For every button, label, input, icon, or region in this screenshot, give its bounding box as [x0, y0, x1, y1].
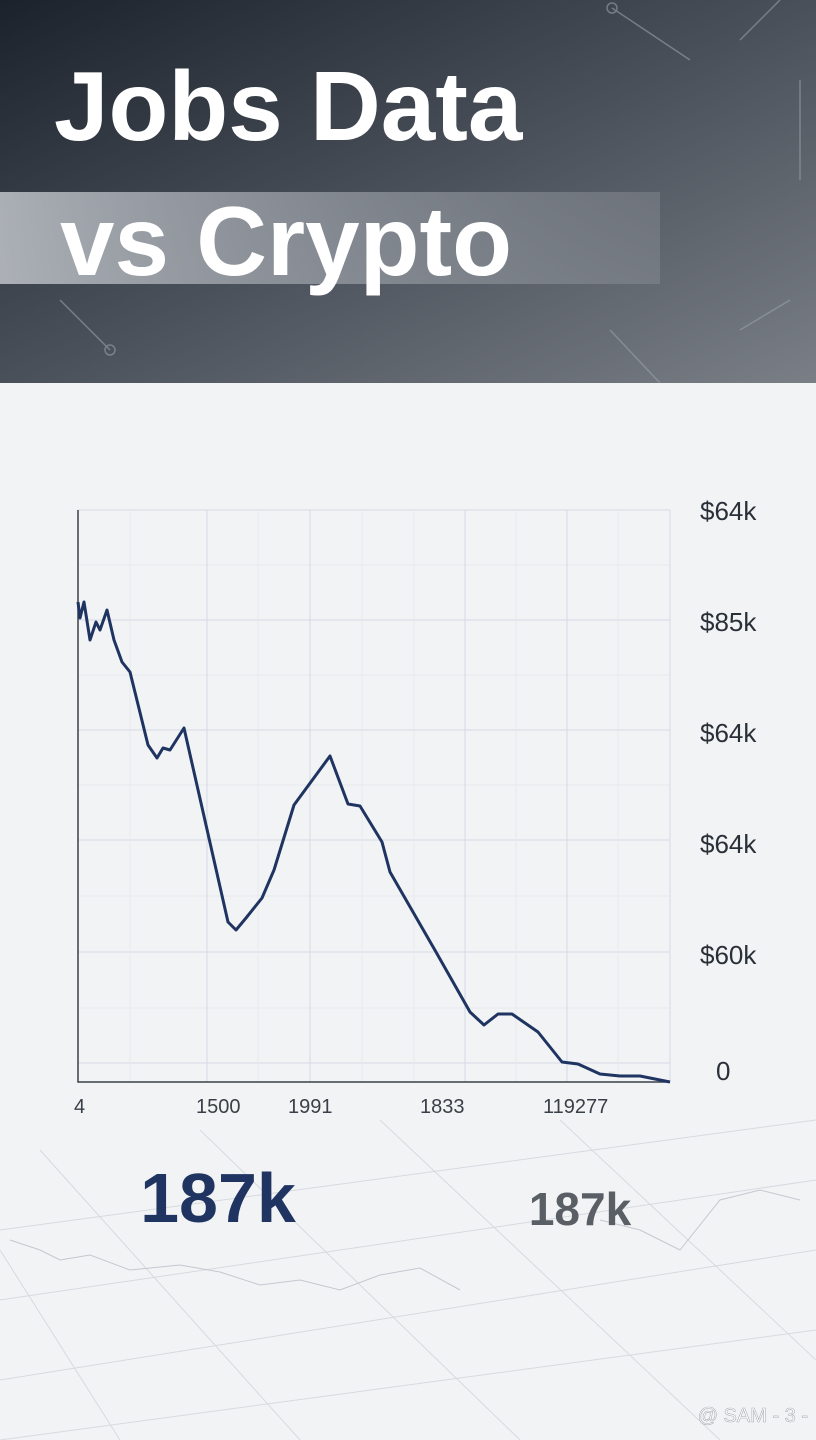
y-axis-label: $64k — [700, 496, 757, 526]
y-axis-label: $85k — [700, 607, 757, 637]
title-band — [0, 192, 660, 284]
x-axis-label: 1991 — [288, 1096, 333, 1118]
y-axis-label: $60k — [700, 940, 757, 970]
x-axis-label: 1833 — [420, 1096, 465, 1118]
stat-primary: 187k — [140, 1159, 296, 1237]
chart-axes — [77, 510, 670, 1083]
chart-line — [76, 600, 671, 1084]
x-axis-label: 1500 — [196, 1096, 241, 1118]
background-grid — [0, 1119, 816, 1440]
y-axis-label: 0 — [716, 1056, 730, 1086]
chart-grid — [78, 509, 671, 1082]
y-axis-label: $64k — [700, 829, 757, 859]
header-background — [0, 0, 816, 383]
x-axis-label: 4 — [74, 1096, 85, 1118]
header-decoration — [59, 0, 801, 384]
stat-secondary: 187k — [529, 1183, 632, 1235]
x-axis-label: 119277 — [543, 1096, 608, 1118]
title-line: vs Crypto — [60, 186, 512, 296]
title-line: Jobs Data — [54, 51, 524, 161]
y-axis-labels: $64k $85k $64k $64k $60k 0 — [700, 496, 757, 1086]
y-axis-label: $64k — [700, 718, 757, 748]
watermark: @ SAM - 3 - — [698, 1405, 808, 1427]
x-axis-labels: 4 1500 1991 1833 119277 — [74, 1096, 608, 1118]
